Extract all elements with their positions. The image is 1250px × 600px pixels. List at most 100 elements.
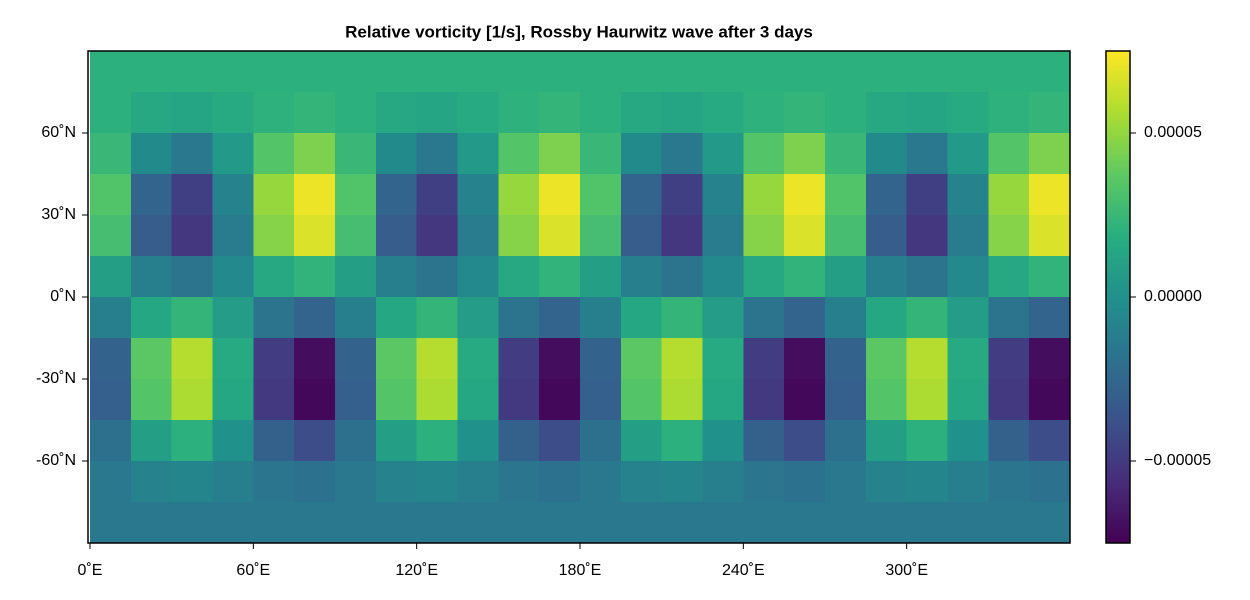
heatmap-cell — [988, 215, 1030, 257]
heatmap-cell — [702, 51, 744, 93]
heatmap — [90, 51, 1071, 544]
heatmap-cell — [212, 215, 254, 257]
heatmap-cell — [865, 502, 908, 544]
heatmap-cell — [825, 215, 867, 257]
heatmap-cell — [416, 379, 458, 421]
heatmap-cell — [580, 215, 622, 257]
heatmap-cell — [539, 174, 581, 216]
colorbar-tick-label: −0.00005 — [1144, 452, 1211, 469]
heatmap-cell — [375, 215, 418, 257]
heatmap-cell — [130, 256, 173, 298]
heatmap-cell — [580, 420, 622, 462]
heatmap-cell — [457, 420, 499, 462]
heatmap-cell — [457, 133, 499, 175]
heatmap-cell — [784, 92, 826, 134]
heatmap-cell — [906, 461, 948, 503]
heatmap-cell — [171, 461, 213, 503]
heatmap-cell — [539, 461, 581, 503]
heatmap-cell — [825, 461, 867, 503]
heatmap-cell — [457, 256, 499, 298]
heatmap-cell — [784, 297, 826, 339]
heatmap-cell — [539, 256, 581, 298]
x-tick-label: 300˚E — [885, 562, 928, 579]
heatmap-cell — [865, 133, 908, 175]
heatmap-cell — [620, 338, 663, 380]
heatmap-cell — [906, 256, 948, 298]
heatmap-cell — [171, 420, 213, 462]
heatmap-cell — [825, 174, 867, 216]
heatmap-cell — [130, 133, 173, 175]
heatmap-cell — [171, 92, 213, 134]
heatmap-cell — [906, 379, 948, 421]
heatmap-cell — [294, 297, 336, 339]
heatmap-cell — [988, 502, 1030, 544]
heatmap-cell — [253, 338, 295, 380]
heatmap-cell — [947, 338, 989, 380]
heatmap-cell — [988, 420, 1030, 462]
heatmap-cell — [580, 174, 622, 216]
heatmap-cell — [539, 51, 581, 93]
heatmap-cell — [947, 51, 989, 93]
heatmap-cell — [498, 174, 540, 216]
heatmap-cell — [253, 379, 295, 421]
heatmap-cell — [90, 92, 132, 134]
heatmap-cell — [906, 174, 948, 216]
heatmap-cell — [212, 174, 254, 216]
heatmap-cell — [130, 92, 173, 134]
heatmap-cell — [253, 256, 295, 298]
heatmap-cell — [130, 215, 173, 257]
heatmap-cell — [743, 502, 785, 544]
heatmap-cell — [620, 461, 663, 503]
heatmap-cell — [620, 420, 663, 462]
heatmap-cell — [702, 338, 744, 380]
heatmap-cell — [784, 502, 826, 544]
heatmap-cell — [539, 215, 581, 257]
heatmap-cell — [90, 51, 132, 93]
heatmap-cell — [743, 297, 785, 339]
heatmap-cell — [498, 297, 540, 339]
heatmap-cell — [825, 51, 867, 93]
heatmap-cell — [90, 256, 132, 298]
heatmap-cell — [294, 51, 336, 93]
heatmap-cell — [171, 256, 213, 298]
heatmap-cell — [865, 338, 908, 380]
colorbar-tick-label: 0.00005 — [1144, 124, 1202, 141]
heatmap-cell — [130, 420, 173, 462]
heatmap-cell — [988, 338, 1030, 380]
heatmap-cell — [539, 379, 581, 421]
heatmap-cell — [335, 92, 377, 134]
heatmap-cell — [825, 420, 867, 462]
heatmap-cell — [294, 461, 336, 503]
heatmap-cell — [947, 92, 989, 134]
heatmap-cell — [620, 502, 663, 544]
heatmap-cell — [335, 461, 377, 503]
heatmap-cell — [865, 92, 908, 134]
x-tick-label: 240˚E — [722, 562, 765, 579]
heatmap-cell — [906, 420, 948, 462]
heatmap-cell — [1029, 461, 1071, 503]
heatmap-cell — [702, 133, 744, 175]
heatmap-cell — [865, 51, 908, 93]
heatmap-cell — [947, 379, 989, 421]
heatmap-cell — [825, 379, 867, 421]
heatmap-cell — [947, 215, 989, 257]
heatmap-cell — [580, 256, 622, 298]
heatmap-cell — [171, 133, 213, 175]
heatmap-cell — [539, 420, 581, 462]
heatmap-cell — [253, 420, 295, 462]
heatmap-cell — [784, 51, 826, 93]
heatmap-cell — [947, 174, 989, 216]
heatmap-cell — [906, 133, 948, 175]
x-tick-label: 120˚E — [395, 562, 438, 579]
heatmap-cell — [947, 461, 989, 503]
heatmap-cell — [212, 133, 254, 175]
heatmap-cell — [743, 256, 785, 298]
heatmap-cell — [294, 256, 336, 298]
heatmap-cell — [130, 338, 173, 380]
heatmap-cell — [171, 174, 213, 216]
heatmap-cell — [661, 92, 703, 134]
heatmap-cell — [825, 502, 867, 544]
heatmap-cell — [253, 92, 295, 134]
heatmap-cell — [294, 502, 336, 544]
heatmap-cell — [90, 174, 132, 216]
